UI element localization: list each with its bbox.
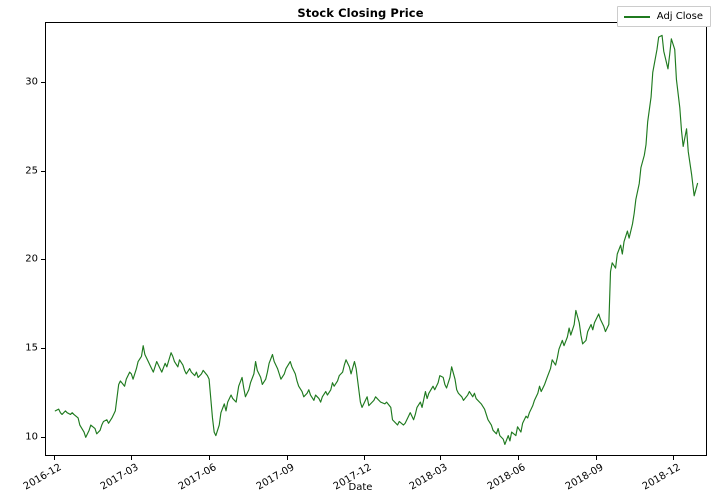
series-line-adj-close — [46, 23, 706, 455]
plot-area — [45, 22, 707, 456]
x-tick-mark — [673, 456, 675, 460]
x-tick-label: 2017-06 — [176, 462, 219, 493]
y-tick-mark — [41, 436, 45, 438]
x-tick-label: 2016-12 — [22, 462, 64, 493]
x-tick-mark — [517, 456, 520, 460]
x-tick-label: 2018-09 — [563, 462, 606, 493]
y-tick-label: 30 — [25, 76, 38, 88]
x-tick-label: 2018-03 — [407, 462, 450, 493]
legend-line-swatch — [623, 15, 650, 18]
x-tick-mark — [54, 456, 56, 460]
y-tick-mark — [41, 347, 45, 350]
x-tick-mark — [363, 456, 365, 460]
x-tick-label: 2018-06 — [485, 462, 528, 493]
x-axis-label: Date — [348, 482, 373, 493]
x-tick-mark — [286, 456, 288, 460]
x-tick-label: 2017-03 — [98, 462, 141, 493]
x-tick-mark — [439, 456, 442, 460]
x-tick-mark — [208, 456, 210, 460]
x-tick-mark — [130, 456, 132, 460]
chart-title: Stock Closing Price — [297, 6, 424, 20]
y-tick-label: 25 — [25, 165, 38, 177]
x-tick-label: 2017-09 — [254, 462, 297, 493]
y-tick-mark — [41, 82, 45, 84]
y-tick-label: 10 — [25, 431, 38, 442]
x-tick-label: 2018-12 — [640, 462, 683, 493]
y-tick-mark — [41, 170, 45, 172]
y-tick-label: 20 — [25, 253, 38, 265]
legend: Adj Close — [616, 6, 711, 27]
x-tick-mark — [595, 456, 598, 460]
y-tick-mark — [41, 259, 45, 261]
y-tick-label: 15 — [25, 342, 38, 354]
legend-label-adj-close: Adj Close — [656, 11, 703, 22]
x-tick-label: 2017-12 — [331, 462, 374, 493]
